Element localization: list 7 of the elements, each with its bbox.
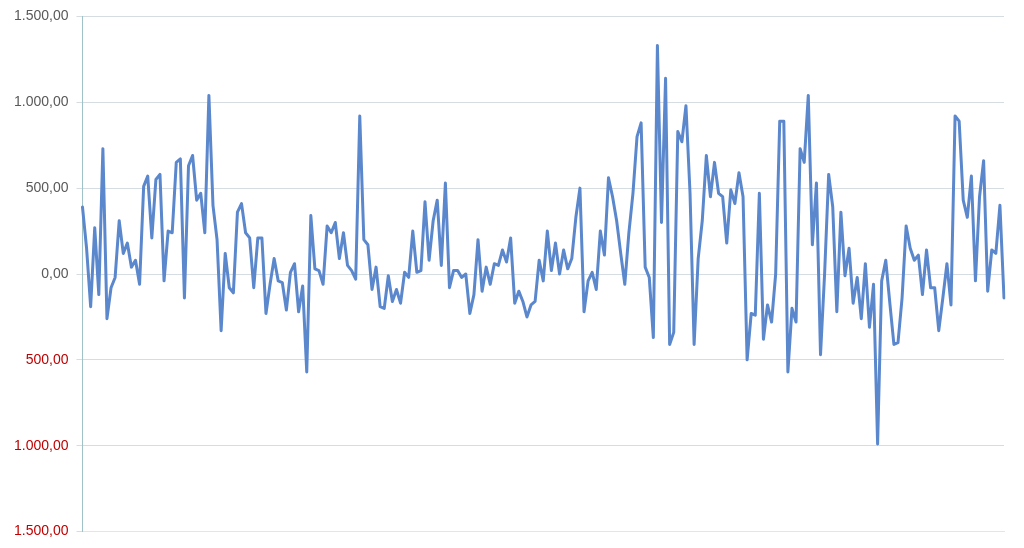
y-tick-label: 500,00 — [25, 178, 69, 195]
y-tick-label: 1.000,00 — [14, 93, 69, 110]
y-tick-label: 1.500,00 — [14, 522, 69, 539]
y-tick-label: 1.500,00 — [14, 7, 69, 24]
y-tick-label: 0,00 — [41, 264, 69, 281]
y-tick-label: 1.000,00 — [14, 436, 69, 453]
y-tick-label: 500,00 — [25, 350, 69, 367]
